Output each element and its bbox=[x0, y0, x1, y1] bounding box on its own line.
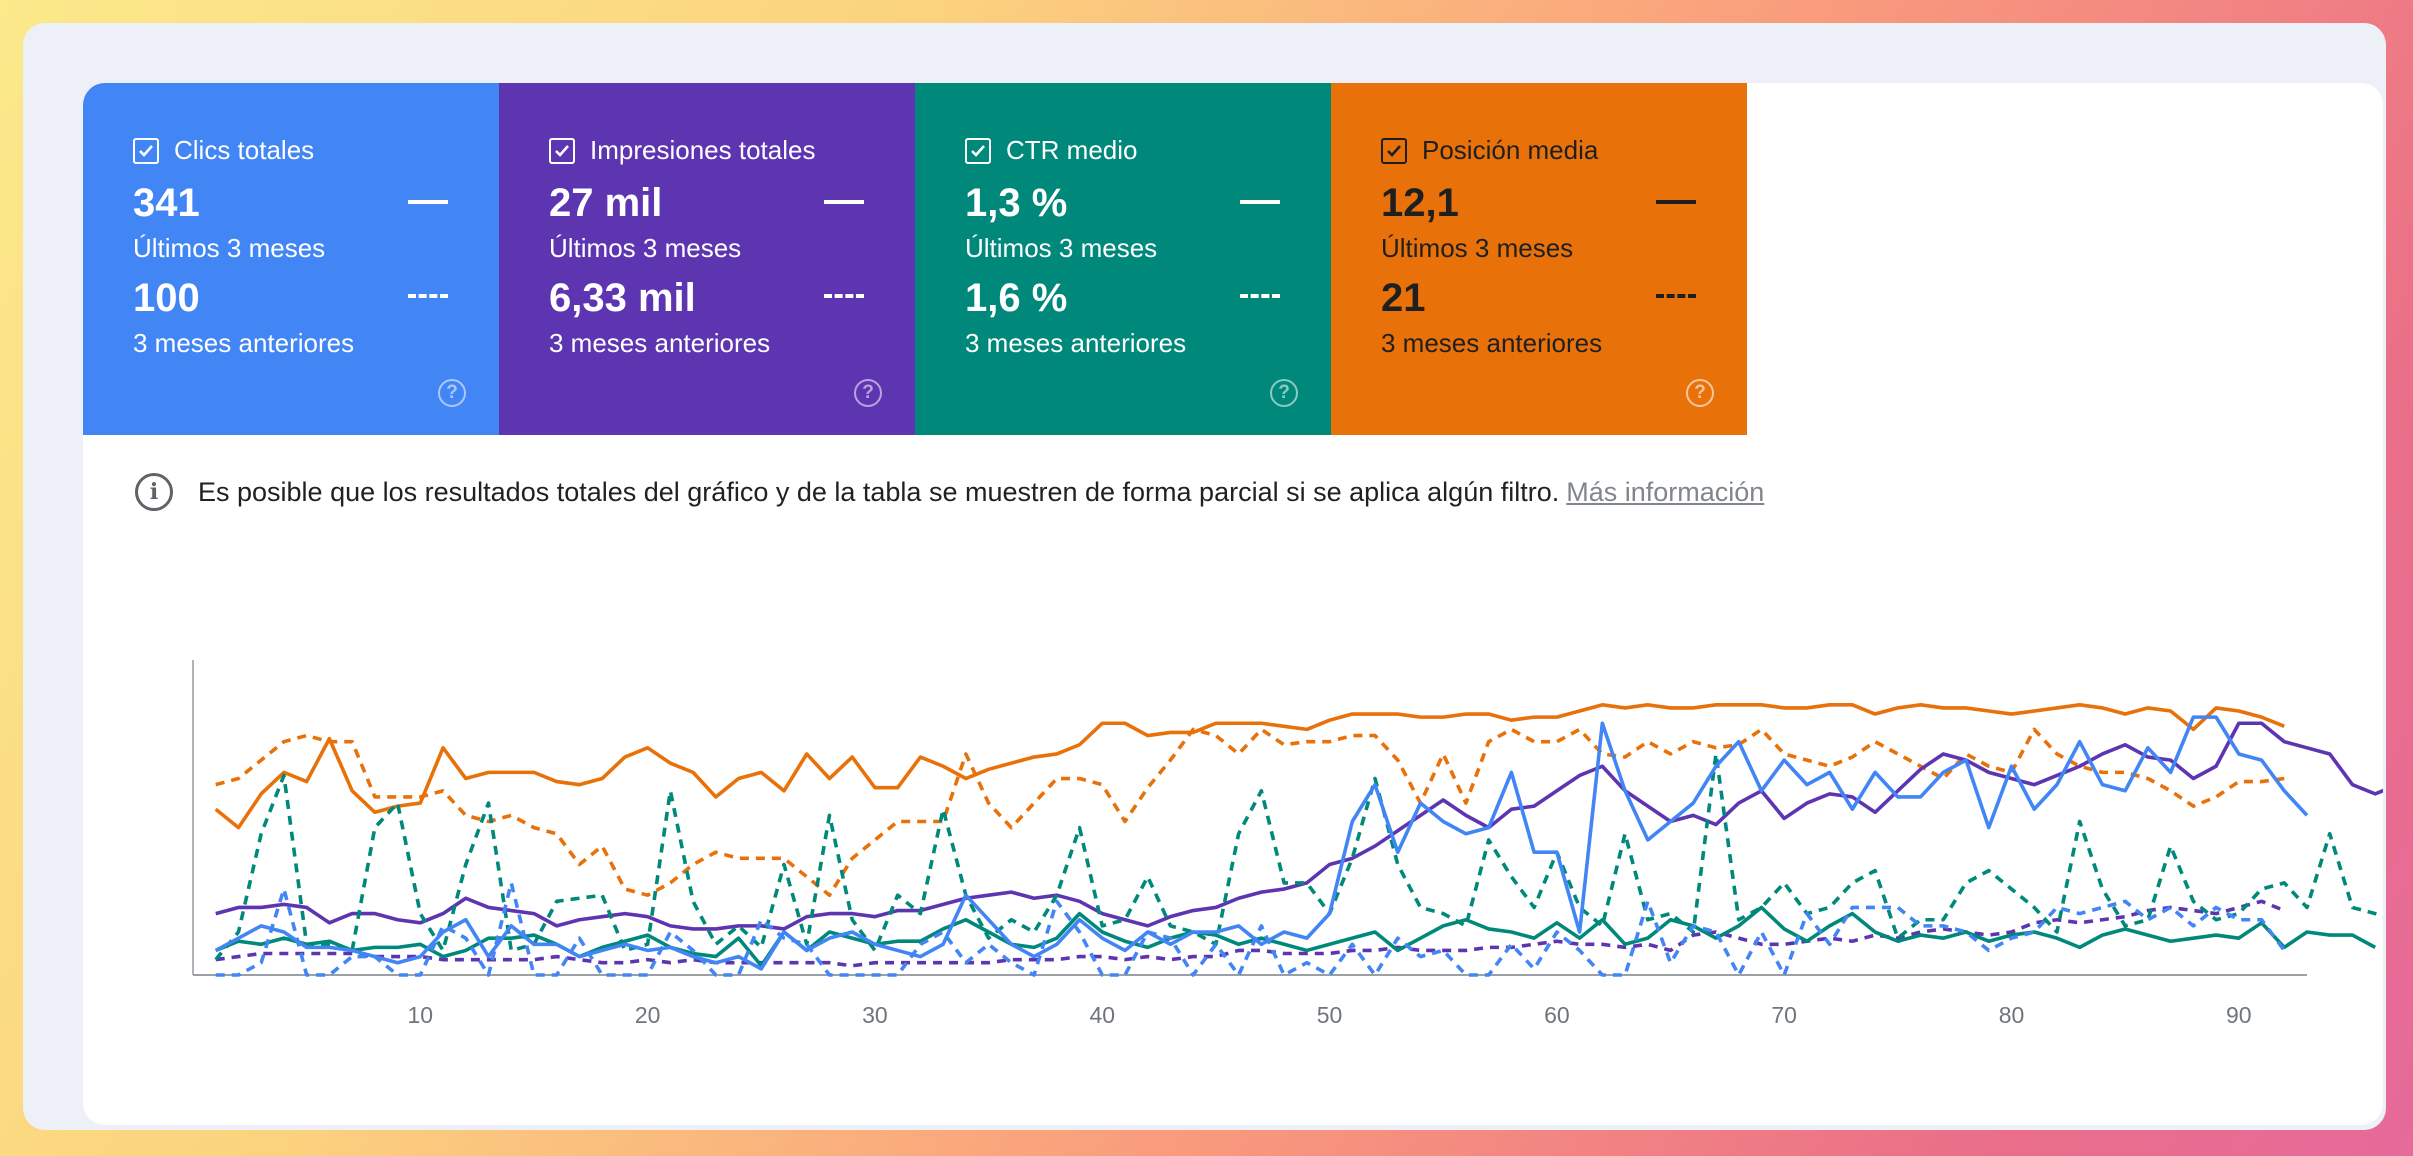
x-tick-label: 30 bbox=[862, 1002, 888, 1028]
checkbox-checked-icon[interactable] bbox=[965, 137, 991, 164]
x-tick-label: 80 bbox=[1999, 1002, 2025, 1028]
series-line bbox=[214, 715, 2309, 971]
more-info-link[interactable]: Más información bbox=[1566, 476, 1765, 507]
metric-previous-value: 6,33 mil bbox=[549, 276, 696, 320]
filter-notice: i Es posible que los resultados totales … bbox=[135, 473, 1764, 511]
solid-line-legend-icon bbox=[1656, 200, 1696, 204]
metric-previous-value: 21 bbox=[1381, 276, 1426, 320]
metric-current-label: Últimos 3 meses bbox=[133, 233, 326, 263]
metric-current-value: 341 bbox=[133, 181, 200, 225]
solid-line-legend-icon bbox=[824, 200, 864, 204]
x-tick-label: 60 bbox=[1544, 1002, 1570, 1028]
metric-previous-value: 1,6 % bbox=[965, 276, 1068, 320]
info-icon: i bbox=[135, 473, 173, 511]
solid-line-legend-icon bbox=[1240, 200, 1280, 204]
metric-tile-impressions[interactable]: Impresiones totales 27 mil Últimos 3 mes… bbox=[499, 83, 915, 435]
help-icon[interactable]: ? bbox=[438, 379, 466, 407]
series-line bbox=[214, 752, 2383, 961]
performance-card: Clics totales 341 Últimos 3 meses 100 3 … bbox=[83, 83, 2383, 1125]
metric-current-value: 1,3 % bbox=[965, 181, 1068, 225]
metric-previous-label: 3 meses anteriores bbox=[965, 328, 1187, 358]
metric-current-value: 27 mil bbox=[549, 181, 663, 225]
metric-current-label: Últimos 3 meses bbox=[1381, 233, 1574, 263]
x-tick-label: 40 bbox=[1089, 1002, 1115, 1028]
metric-previous-label: 3 meses anteriores bbox=[549, 328, 771, 358]
metric-tile-position[interactable]: Posición media 12,1 Últimos 3 meses 21 3… bbox=[1331, 83, 1747, 435]
series-line bbox=[214, 703, 2285, 830]
series-line bbox=[215, 727, 2285, 897]
metric-current-value: 12,1 bbox=[1381, 181, 1459, 225]
dashed-line-legend-icon bbox=[1656, 294, 1696, 298]
dashed-line-legend-icon bbox=[408, 294, 448, 298]
performance-chart: 10 20 30 40 50 60 70 80 90 bbox=[192, 660, 2383, 1028]
metric-current-label: Últimos 3 meses bbox=[549, 233, 742, 263]
dashed-line-legend-icon bbox=[1240, 294, 1280, 298]
series-line bbox=[215, 881, 2286, 977]
x-tick-label: 70 bbox=[1771, 1002, 1797, 1028]
x-tick-label: 90 bbox=[2226, 1002, 2252, 1028]
metric-name: Clics totales bbox=[174, 135, 315, 165]
help-icon[interactable]: ? bbox=[854, 379, 882, 407]
metric-name: CTR medio bbox=[1006, 135, 1138, 165]
window-frame: Clics totales 341 Últimos 3 meses 100 3 … bbox=[23, 23, 2386, 1130]
checkbox-checked-icon[interactable] bbox=[549, 137, 575, 164]
checkbox-checked-icon[interactable] bbox=[1381, 137, 1407, 164]
metric-tile-clicks[interactable]: Clics totales 341 Últimos 3 meses 100 3 … bbox=[83, 83, 499, 435]
dashed-line-legend-icon bbox=[824, 294, 864, 298]
x-tick-label: 20 bbox=[635, 1002, 661, 1028]
series-line bbox=[215, 721, 2383, 931]
metric-header[interactable]: Clics totales bbox=[133, 135, 314, 166]
x-tick-label: 10 bbox=[408, 1002, 434, 1028]
metric-header[interactable]: CTR medio bbox=[965, 135, 1137, 166]
checkbox-checked-icon[interactable] bbox=[133, 137, 159, 164]
metric-previous-label: 3 meses anteriores bbox=[1381, 328, 1603, 358]
help-icon[interactable]: ? bbox=[1270, 379, 1298, 407]
x-tick-label: 50 bbox=[1317, 1002, 1343, 1028]
metric-name: Posición media bbox=[1422, 135, 1599, 165]
metric-header[interactable]: Posición media bbox=[1381, 135, 1598, 166]
notice-text: Es posible que los resultados totales de… bbox=[198, 476, 1560, 507]
metric-current-label: Últimos 3 meses bbox=[965, 233, 1158, 263]
help-icon[interactable]: ? bbox=[1686, 379, 1714, 407]
solid-line-legend-icon bbox=[408, 200, 448, 204]
metric-previous-label: 3 meses anteriores bbox=[133, 328, 355, 358]
metric-tile-ctr[interactable]: CTR medio 1,3 % Últimos 3 meses 1,6 % 3 … bbox=[915, 83, 1331, 435]
metric-header[interactable]: Impresiones totales bbox=[549, 135, 815, 166]
metric-name: Impresiones totales bbox=[590, 135, 816, 165]
metric-previous-value: 100 bbox=[133, 276, 200, 320]
